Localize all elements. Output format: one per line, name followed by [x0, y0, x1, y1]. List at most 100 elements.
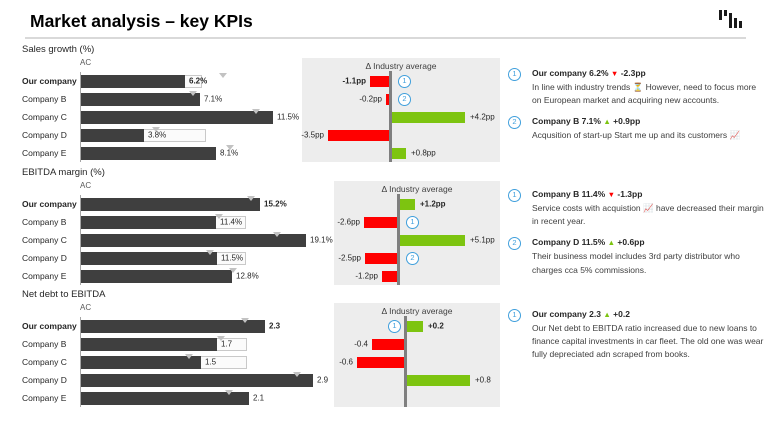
- value-label: 7.1%: [204, 94, 223, 104]
- delta-value-label: -3.5pp: [301, 130, 324, 140]
- panel-title: Δ Industry average: [365, 61, 437, 71]
- down-triangle-icon: ▼: [607, 190, 616, 199]
- annotation-number-badge: 1: [508, 309, 521, 322]
- plot-area: 2.1: [80, 389, 324, 407]
- bar-chart: AC Our company 6.2% Company B 7.1% Company C 1…: [22, 58, 324, 162]
- py-marker-icon: [229, 268, 237, 273]
- plot-area: 7.1%: [80, 90, 324, 108]
- negative-variance-bar: [386, 93, 389, 105]
- annotation: 2 Company B 7.1% ▲ +0.9pp Acqusition of st…: [508, 116, 766, 142]
- chart-row: Company C 11.5%: [22, 108, 324, 126]
- annotation-heading: Company B 11.4% ▼ -1.3pp: [532, 189, 766, 199]
- plot-area: 11.4%: [80, 213, 324, 231]
- value-bar: [81, 373, 313, 387]
- chart-row: Our company 6.2%: [22, 72, 324, 90]
- panel-title: Δ Industry average: [381, 306, 453, 316]
- category-label: Company E: [22, 148, 67, 158]
- category-label: Company D: [22, 375, 67, 385]
- up-triangle-icon: ▲: [603, 117, 611, 127]
- value-label: 11.5%: [277, 112, 300, 122]
- chart-row: Our company 2.3: [22, 317, 324, 335]
- chart-row: Company B 7.1%: [22, 90, 324, 108]
- plot-area: 8.1%: [80, 144, 324, 162]
- value-label: 19.1%: [310, 235, 333, 245]
- industry-average-panel: Δ Industry average -1.1pp 1 -0.2pp 2 +4.2pp -3…: [301, 58, 500, 162]
- reference-number-badge: 2: [398, 92, 411, 106]
- value-bar: [81, 146, 216, 160]
- annotation-delta: +0.2: [610, 309, 630, 319]
- annotation-heading: Our company 6.2% ▼ -2.3pp: [532, 68, 766, 78]
- category-label: Our company: [22, 76, 77, 86]
- delta-value-label: -2.5pp: [338, 253, 361, 263]
- positive-variance-bar: [400, 198, 415, 210]
- plot-area: 6.2%: [80, 72, 324, 90]
- chart-row: Company E 2.1: [22, 389, 324, 407]
- value-label: 11.5%: [221, 253, 244, 263]
- category-label: Company D: [22, 253, 67, 263]
- chart-rows: Our company 15.2% Company B 11.4% Company C 1…: [22, 195, 333, 285]
- positive-variance-bar: [407, 320, 423, 332]
- value-bar: [81, 251, 217, 265]
- annotation-number-badge: 1: [508, 68, 521, 81]
- py-marker-icon: [189, 91, 197, 96]
- py-marker-icon: [241, 318, 249, 323]
- py-marker-icon: [215, 214, 223, 219]
- negative-variance-bar: [328, 129, 389, 141]
- annotation: 1 Our company 2.3 ▲ +0.2 Our Net debt to E…: [508, 309, 766, 362]
- category-label: Company C: [22, 357, 67, 367]
- annotation: 1 Company B 11.4% ▼ -1.3pp Service costs w…: [508, 189, 766, 228]
- scenario-label: AC: [80, 303, 92, 312]
- annotation-title: Company B 7.1%: [532, 116, 604, 127]
- industry-average-panel: Δ Industry average +0.2 1 -0.4 -0.6 +0.8: [334, 303, 500, 407]
- annotation-body: Their business model includes 3rd party …: [532, 251, 740, 275]
- bar-chart: AC Our company 15.2% Company B 11.4% Company …: [22, 181, 333, 285]
- plot-area: 1.7: [80, 335, 324, 353]
- positive-variance-bar: [392, 111, 465, 123]
- delta-rows: +0.2 1 -0.4 -0.6 +0.8: [334, 317, 500, 407]
- category-label: Company E: [22, 393, 67, 403]
- chart-row: Company C 1.5: [22, 353, 324, 371]
- chart-rows: Our company 2.3 Company B 1.7 Company C 1.5 Co…: [22, 317, 328, 407]
- delta-row: -2.6pp 1: [334, 213, 500, 231]
- delta-rows: +1.2pp -2.6pp 1 +5.1pp -2.5pp 2 -1.2pp: [334, 195, 500, 285]
- category-label: Company E: [22, 271, 67, 281]
- category-label: Company B: [22, 339, 67, 349]
- positive-variance-bar: [392, 147, 406, 159]
- bar-chart-logo-icon: [719, 10, 743, 29]
- plot-area: 3.8%: [80, 126, 324, 144]
- delta-value-label: +4.2pp: [470, 112, 495, 122]
- delta-value-label: +0.2: [428, 321, 444, 331]
- delta-row: -0.6: [334, 353, 500, 371]
- value-label: 15.2%: [264, 199, 287, 209]
- page-title: Market analysis – key KPIs: [30, 11, 253, 31]
- category-label: Company B: [22, 94, 67, 104]
- reference-number-badge: 1: [388, 319, 401, 333]
- scenario-label: AC: [80, 181, 92, 190]
- annotation-column: 1 Company B 11.4% ▼ -1.3pp Service costs w…: [508, 189, 766, 277]
- py-marker-icon: [219, 73, 227, 78]
- annotation-number-badge: 2: [508, 237, 521, 251]
- annotation-delta: +0.9pp: [610, 116, 641, 127]
- reference-number-badge: 1: [406, 215, 419, 229]
- negative-variance-bar: [357, 356, 404, 368]
- plot-area: 11.5%: [80, 249, 324, 267]
- chart-row: Company E 8.1%: [22, 144, 324, 162]
- delta-row: +0.8: [334, 371, 500, 389]
- annotation-body: In line with industry trends ⏳ However, …: [532, 82, 757, 106]
- plot-area: 11.5%: [80, 108, 324, 126]
- negative-variance-bar: [365, 252, 397, 264]
- delta-value-label: +0.8: [475, 375, 491, 385]
- value-label: 2.3: [269, 321, 281, 331]
- reference-number-badge: 1: [398, 74, 411, 88]
- delta-row: +0.8pp: [302, 144, 500, 162]
- positive-variance-bar: [400, 234, 465, 246]
- chart-row: Company E 12.8%: [22, 267, 324, 285]
- value-bar: [81, 337, 217, 351]
- value-label: 1.7: [221, 339, 233, 349]
- value-bar: [81, 74, 185, 88]
- annotation: 1 Our company 6.2% ▼ -2.3pp In line with i…: [508, 68, 766, 107]
- annotation-title: Company D 11.5%: [532, 237, 608, 248]
- py-marker-icon: [273, 232, 281, 237]
- py-marker-icon: [206, 250, 214, 255]
- delta-row: +5.1pp: [334, 231, 500, 249]
